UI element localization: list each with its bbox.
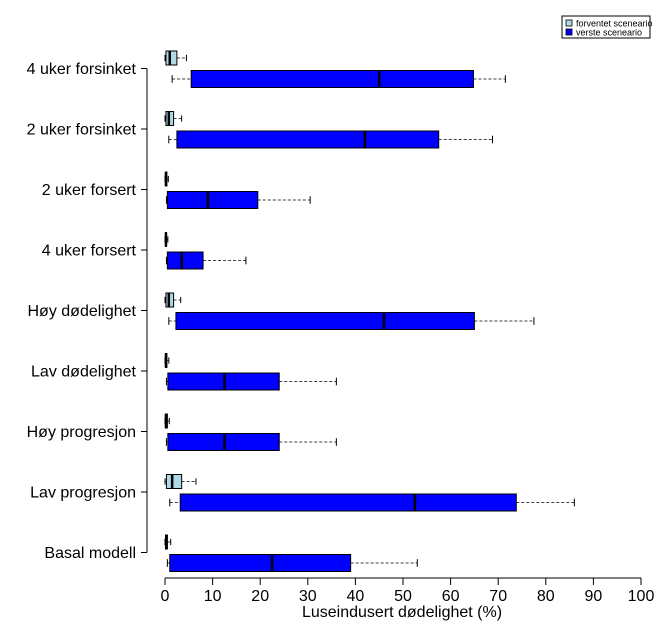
category-label: 4 uker forsert xyxy=(42,243,137,260)
category-label: 2 uker forsert xyxy=(42,182,137,199)
box-worst xyxy=(171,70,506,88)
legend-swatch-worst xyxy=(565,28,573,36)
box-expected xyxy=(164,353,170,368)
legend-label-expected: forventet sceneario xyxy=(576,19,653,29)
iqr-box xyxy=(166,191,259,209)
box-expected xyxy=(164,413,170,429)
x-tick-label: 10 xyxy=(204,588,222,605)
category-label: Basal modell xyxy=(44,545,136,562)
category-label: Lav progresjon xyxy=(30,485,136,502)
iqr-box xyxy=(175,312,475,330)
iqr-box xyxy=(190,70,474,88)
x-tick-label: 60 xyxy=(442,588,460,605)
box-worst xyxy=(165,372,337,391)
x-tick-label: 50 xyxy=(394,588,412,605)
category-label: Lav dødelighet xyxy=(31,364,137,381)
category-label: Høy dødelighet xyxy=(28,303,137,320)
box-worst xyxy=(169,493,575,512)
x-tick-label: 30 xyxy=(299,588,317,605)
box-worst xyxy=(165,251,247,270)
box-worst xyxy=(165,433,337,451)
x-tick-label: 20 xyxy=(251,588,269,605)
legend-frame xyxy=(561,15,651,39)
x-tick-label: 100 xyxy=(628,588,655,605)
x-tick-label: 90 xyxy=(585,588,603,605)
x-axis-title: Luseindusert dødelighet (%) xyxy=(302,604,502,621)
box-expected xyxy=(164,232,169,247)
category-label: Høy progresjon xyxy=(27,424,136,441)
iqr-box xyxy=(165,474,183,489)
x-tick-label: 0 xyxy=(161,588,170,605)
box-worst xyxy=(165,191,311,209)
iqr-box xyxy=(165,50,178,66)
iqr-box xyxy=(169,554,352,572)
box-expected xyxy=(164,50,187,66)
box-expected xyxy=(164,474,197,489)
category-label: 4 uker forsinket xyxy=(27,61,137,78)
box-expected xyxy=(164,534,172,550)
x-tick-label: 70 xyxy=(489,588,507,605)
legend-swatch-expected xyxy=(565,19,573,27)
box-worst xyxy=(168,312,535,330)
box-worst xyxy=(168,130,493,149)
iqr-box xyxy=(166,251,204,270)
iqr-box xyxy=(179,493,517,512)
x-tick-label: 80 xyxy=(537,588,555,605)
box-expected xyxy=(164,111,183,126)
legend-label-worst: verste sceneario xyxy=(576,28,642,38)
iqr-box xyxy=(176,130,440,149)
box-expected xyxy=(164,292,182,308)
x-tick-label: 40 xyxy=(347,588,365,605)
box-expected xyxy=(164,171,169,187)
category-label: 2 uker forsinket xyxy=(27,122,137,139)
legend: forventet sceneario verste sceneario xyxy=(561,15,653,39)
box-worst xyxy=(166,554,418,572)
